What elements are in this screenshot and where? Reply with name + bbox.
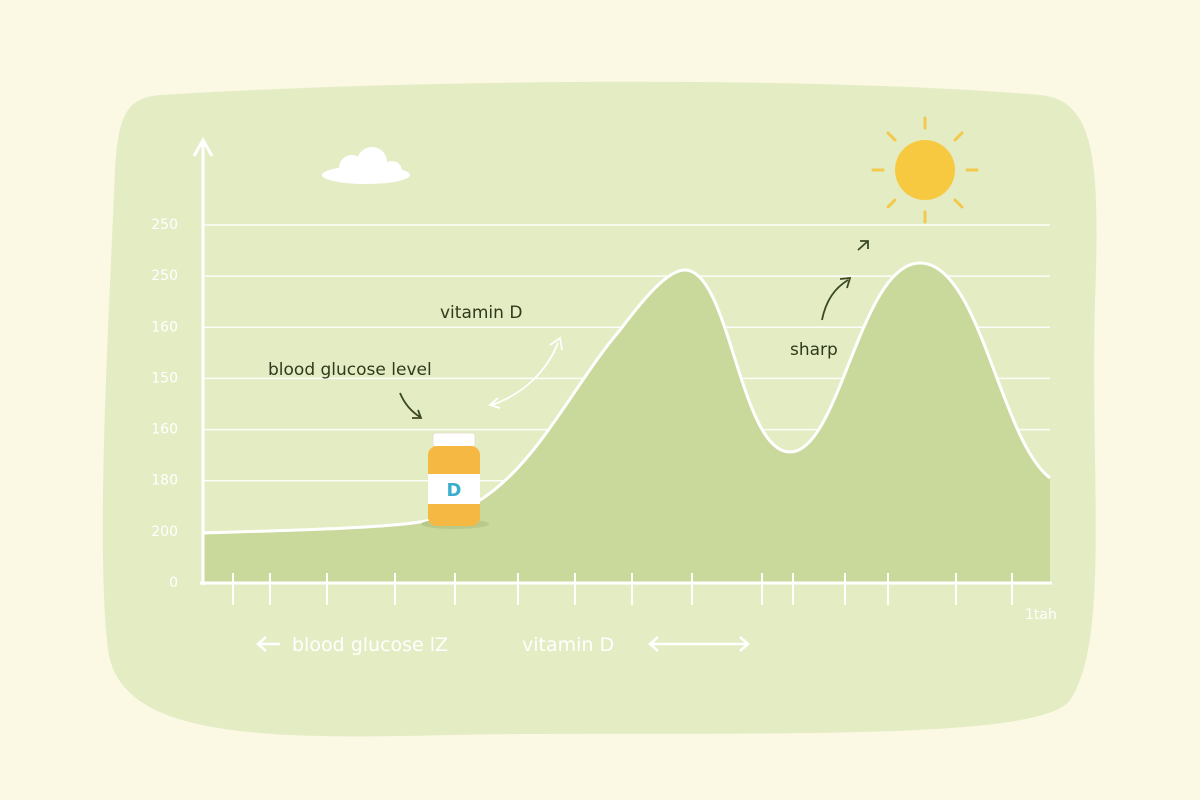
annotation: vitamin D xyxy=(440,303,522,323)
sun xyxy=(871,116,979,224)
y-label: 200 xyxy=(151,524,178,540)
y-label: 0 xyxy=(169,575,178,591)
y-label: 150 xyxy=(151,370,178,386)
x-axis-end-label: 1tah xyxy=(1025,607,1057,623)
footer-label: blood glucose lZ xyxy=(292,634,448,656)
cloud xyxy=(322,147,410,184)
curve-line xyxy=(202,261,1051,535)
y-labels: 250 250 160 150 160 180 200 0 xyxy=(151,217,178,591)
annotation: blood glucose level xyxy=(268,360,432,380)
y-axis-arrow xyxy=(192,136,214,157)
arrows xyxy=(256,240,869,652)
x-ticks xyxy=(232,573,1013,605)
y-label: 250 xyxy=(151,268,178,284)
vitamin-bottle: D xyxy=(421,432,489,529)
y-label: 160 xyxy=(151,319,178,335)
curve-area xyxy=(203,263,1050,583)
annotation: sharp xyxy=(790,340,838,360)
y-label: 180 xyxy=(151,473,178,489)
y-label: 160 xyxy=(151,422,178,438)
bottle-label: D xyxy=(447,480,462,501)
y-label: 250 xyxy=(151,217,178,233)
footer-label: vitamin D xyxy=(522,634,614,656)
